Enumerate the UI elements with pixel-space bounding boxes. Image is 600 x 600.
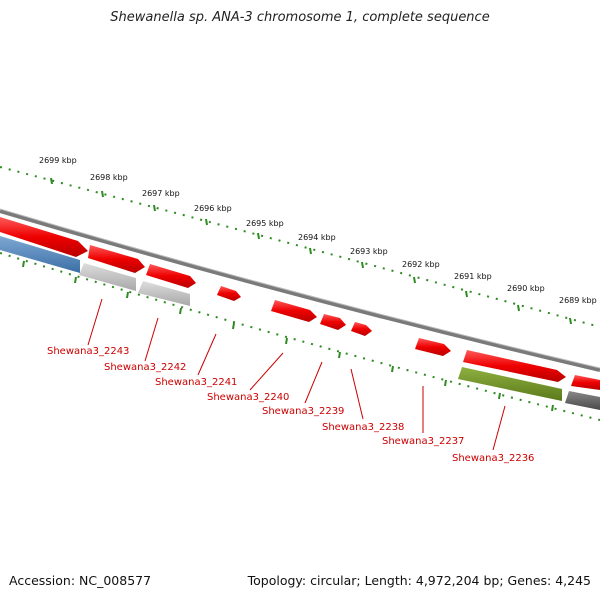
gene-reverse-green xyxy=(458,367,562,401)
ruler-label: 2693 kbp xyxy=(350,247,388,256)
gene-forward xyxy=(88,245,145,273)
reverse-strand-genes xyxy=(0,236,600,410)
ruler-label: 2691 kbp xyxy=(454,272,492,281)
gene-forward xyxy=(146,264,196,288)
gene-forward xyxy=(217,286,241,301)
gene-forward xyxy=(320,314,346,330)
gene-reverse-dark xyxy=(565,391,600,410)
gene-forward xyxy=(571,375,600,390)
gene-reverse-gray xyxy=(79,263,136,291)
gene-label[interactable]: Shewana3_2237 xyxy=(382,436,464,447)
ruler-label: 2692 kbp xyxy=(402,260,440,269)
forward-strand-genes xyxy=(0,217,600,390)
outer-ruler-ticks xyxy=(50,177,572,325)
gene-reverse-blue xyxy=(0,236,80,273)
ruler-label: 2695 kbp xyxy=(246,219,284,228)
gene-label[interactable]: Shewana3_2243 xyxy=(47,346,129,357)
map-title: Shewanella sp. ANA-3 chromosome 1, compl… xyxy=(110,10,490,25)
backbone-circle xyxy=(0,209,600,372)
inner-ruler-ticks xyxy=(22,260,554,412)
accession-text: Accession: NC_008577 xyxy=(9,573,152,588)
gene-label[interactable]: Shewana3_2240 xyxy=(207,392,289,403)
ruler-label: 2690 kbp xyxy=(507,284,545,293)
ruler-label: 2697 kbp xyxy=(142,189,180,198)
ruler-label: 2698 kbp xyxy=(90,173,128,182)
label-leader-lines xyxy=(87,298,506,451)
gene-label[interactable]: Shewana3_2236 xyxy=(452,453,534,464)
gene-label[interactable]: Shewana3_2242 xyxy=(104,362,186,373)
gene-reverse-gray xyxy=(138,281,190,306)
backbone-highlight xyxy=(0,208,600,369)
gene-forward xyxy=(463,350,566,382)
gene-forward xyxy=(0,217,88,257)
gene-forward xyxy=(271,300,317,322)
gene-forward xyxy=(351,322,372,336)
gene-label[interactable]: Shewana3_2241 xyxy=(155,377,237,388)
ruler-label: 2696 kbp xyxy=(194,204,232,213)
gene-label[interactable]: Shewana3_2238 xyxy=(322,422,404,433)
gene-label[interactable]: Shewana3_2239 xyxy=(262,406,344,417)
ruler-label: 2694 kbp xyxy=(298,233,336,242)
ruler-label: 2689 kbp xyxy=(559,296,597,305)
gene-forward xyxy=(415,338,451,356)
genome-summary-text: Topology: circular; Length: 4,972,204 bp… xyxy=(247,573,591,588)
ruler-label: 2699 kbp xyxy=(39,156,77,165)
